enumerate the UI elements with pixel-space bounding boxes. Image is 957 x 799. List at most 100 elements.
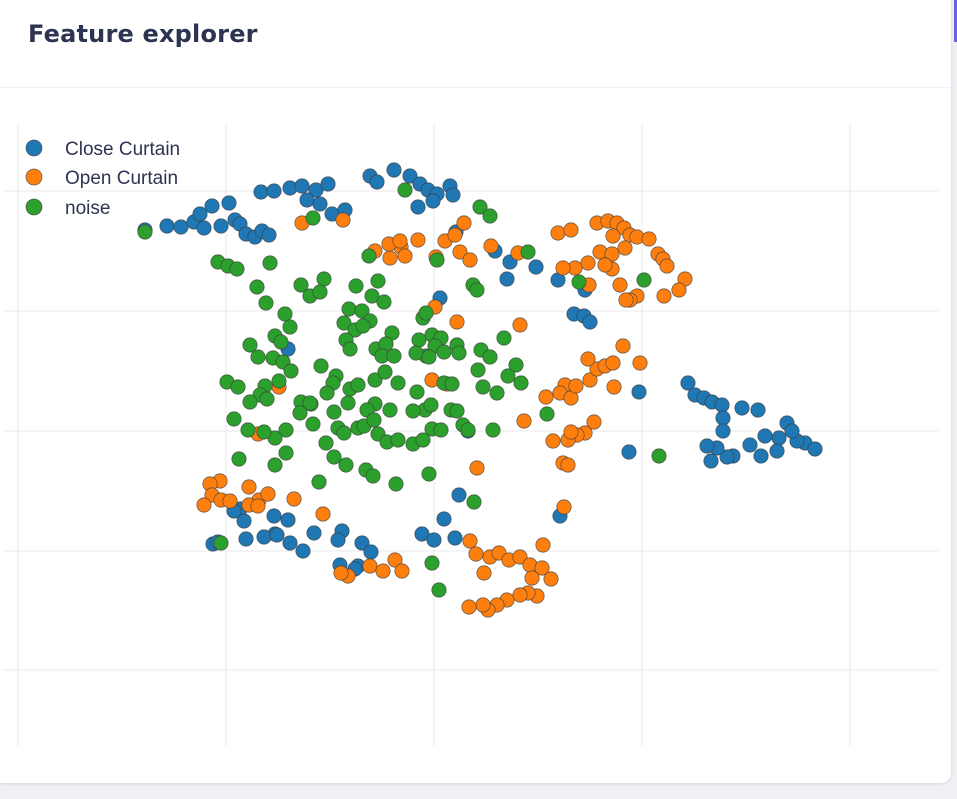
data-point-noise[interactable] (259, 391, 275, 407)
data-point-noise[interactable] (636, 272, 652, 288)
data-point-open-curtain[interactable] (563, 424, 579, 440)
data-point-noise[interactable] (365, 468, 381, 484)
data-point-noise[interactable] (354, 303, 370, 319)
data-point-open-curtain[interactable] (632, 355, 648, 371)
data-point-open-curtain[interactable] (196, 497, 212, 513)
data-point-noise[interactable] (469, 282, 485, 298)
data-point-close-curtain[interactable] (363, 544, 379, 560)
data-point-noise[interactable] (421, 466, 437, 482)
data-point-open-curtain[interactable] (449, 314, 465, 330)
data-point-noise[interactable] (388, 476, 404, 492)
data-point-noise[interactable] (451, 345, 467, 361)
data-point-open-curtain[interactable] (461, 599, 477, 615)
data-point-noise[interactable] (278, 422, 294, 438)
data-point-close-curtain[interactable] (750, 402, 766, 418)
data-point-noise[interactable] (313, 358, 329, 374)
data-point-open-curtain[interactable] (656, 288, 672, 304)
data-point-open-curtain[interactable] (387, 552, 403, 568)
data-point-open-curtain[interactable] (468, 546, 484, 562)
data-point-open-curtain[interactable] (586, 414, 602, 430)
data-point-close-curtain[interactable] (771, 430, 787, 446)
data-point-noise[interactable] (411, 332, 427, 348)
data-point-close-curtain[interactable] (414, 526, 430, 542)
data-point-noise[interactable] (262, 255, 278, 271)
data-point-noise[interactable] (213, 535, 229, 551)
data-point-close-curtain[interactable] (221, 195, 237, 211)
data-point-close-curtain[interactable] (753, 448, 769, 464)
data-point-close-curtain[interactable] (256, 529, 272, 545)
data-point-close-curtain[interactable] (308, 182, 324, 198)
data-point-noise[interactable] (390, 432, 406, 448)
data-point-noise[interactable] (496, 330, 512, 346)
data-point-open-curtain[interactable] (362, 558, 378, 574)
data-point-noise[interactable] (326, 449, 342, 465)
data-point-noise[interactable] (482, 349, 498, 365)
data-point-noise[interactable] (409, 384, 425, 400)
data-point-open-curtain[interactable] (550, 225, 566, 241)
data-point-close-curtain[interactable] (451, 487, 467, 503)
data-point-noise[interactable] (242, 337, 258, 353)
data-point-close-curtain[interactable] (280, 512, 296, 528)
data-point-open-curtain[interactable] (222, 493, 238, 509)
data-point-open-curtain[interactable] (535, 537, 551, 553)
data-point-open-curtain[interactable] (241, 479, 257, 495)
data-point-open-curtain[interactable] (462, 252, 478, 268)
data-point-open-curtain[interactable] (447, 227, 463, 243)
data-point-close-curtain[interactable] (447, 530, 463, 546)
legend-marker-noise[interactable] (25, 198, 43, 216)
data-point-noise[interactable] (336, 425, 352, 441)
data-point-close-curtain[interactable] (410, 199, 426, 215)
data-point-noise[interactable] (424, 555, 440, 571)
data-point-close-curtain[interactable] (266, 508, 282, 524)
data-point-close-curtain[interactable] (354, 535, 370, 551)
data-point-noise[interactable] (319, 385, 335, 401)
data-point-open-curtain[interactable] (382, 250, 398, 266)
data-point-noise[interactable] (429, 252, 445, 268)
data-point-noise[interactable] (421, 349, 437, 365)
data-point-open-curtain[interactable] (250, 498, 266, 514)
data-point-noise[interactable] (370, 273, 386, 289)
data-point-open-curtain[interactable] (456, 215, 472, 231)
data-point-noise[interactable] (312, 284, 328, 300)
data-point-open-curtain[interactable] (483, 238, 499, 254)
data-point-noise[interactable] (231, 451, 247, 467)
data-point-noise[interactable] (229, 261, 245, 277)
data-point-noise[interactable] (311, 474, 327, 490)
data-point-open-curtain[interactable] (641, 231, 657, 247)
data-point-open-curtain[interactable] (605, 228, 621, 244)
data-point-noise[interactable] (302, 395, 318, 411)
data-point-noise[interactable] (367, 372, 383, 388)
data-point-noise[interactable] (405, 403, 421, 419)
data-point-open-curtain[interactable] (659, 258, 675, 274)
data-point-open-curtain[interactable] (335, 212, 351, 228)
data-point-noise[interactable] (539, 406, 555, 422)
data-point-noise[interactable] (433, 422, 449, 438)
data-point-close-curtain[interactable] (159, 218, 175, 234)
data-point-close-curtain[interactable] (261, 227, 277, 243)
data-point-noise[interactable] (278, 445, 294, 461)
data-point-open-curtain[interactable] (580, 255, 596, 271)
data-point-noise[interactable] (226, 411, 242, 427)
data-point-open-curtain[interactable] (375, 563, 391, 579)
data-point-noise[interactable] (460, 422, 476, 438)
legend-label-open-curtain[interactable]: Open Curtain (65, 168, 178, 189)
data-point-noise[interactable] (340, 395, 356, 411)
data-point-open-curtain[interactable] (475, 597, 491, 613)
data-point-open-curtain[interactable] (580, 351, 596, 367)
data-point-close-curtain[interactable] (320, 176, 336, 192)
data-point-close-curtain[interactable] (312, 196, 328, 212)
data-point-close-curtain[interactable] (386, 162, 402, 178)
data-point-noise[interactable] (571, 274, 587, 290)
data-point-noise[interactable] (230, 379, 246, 395)
data-point-noise[interactable] (366, 412, 382, 428)
data-point-noise[interactable] (475, 379, 491, 395)
data-point-close-curtain[interactable] (436, 511, 452, 527)
data-point-open-curtain[interactable] (604, 246, 620, 262)
data-point-close-curtain[interactable] (425, 193, 441, 209)
data-point-open-curtain[interactable] (315, 506, 331, 522)
data-point-noise[interactable] (137, 224, 153, 240)
data-point-noise[interactable] (651, 448, 667, 464)
data-point-noise[interactable] (377, 364, 393, 380)
data-point-open-curtain[interactable] (462, 533, 478, 549)
data-point-close-curtain[interactable] (528, 259, 544, 275)
